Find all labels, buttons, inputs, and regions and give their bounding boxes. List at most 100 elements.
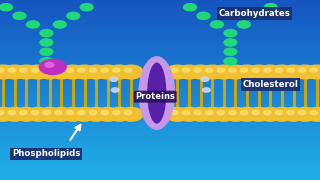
Circle shape — [177, 107, 201, 121]
Circle shape — [182, 111, 190, 115]
Circle shape — [237, 21, 250, 28]
Circle shape — [8, 111, 15, 115]
Circle shape — [110, 77, 117, 81]
Bar — [0, 97, 320, 99]
Circle shape — [224, 30, 237, 37]
Bar — [0, 108, 320, 110]
Circle shape — [67, 12, 80, 19]
Circle shape — [264, 4, 277, 11]
Circle shape — [194, 68, 201, 72]
Circle shape — [96, 107, 120, 121]
Circle shape — [310, 111, 317, 115]
Bar — [0, 158, 320, 160]
Bar — [0, 94, 320, 95]
Circle shape — [211, 21, 223, 28]
Text: Cholesterol: Cholesterol — [243, 80, 298, 89]
Circle shape — [281, 65, 306, 79]
Bar — [0, 148, 320, 149]
Circle shape — [293, 107, 317, 121]
Bar — [0, 126, 320, 128]
Bar — [0, 54, 320, 56]
Circle shape — [39, 59, 66, 75]
Circle shape — [119, 107, 143, 121]
Circle shape — [78, 111, 85, 115]
Circle shape — [212, 107, 236, 121]
Circle shape — [80, 4, 93, 11]
Bar — [0, 27, 320, 29]
Circle shape — [26, 65, 50, 79]
Bar — [0, 58, 320, 59]
Bar — [0, 121, 320, 122]
Circle shape — [113, 68, 120, 72]
Circle shape — [188, 107, 213, 121]
Circle shape — [305, 65, 320, 79]
Circle shape — [3, 65, 27, 79]
Bar — [0, 2, 320, 4]
Circle shape — [107, 107, 132, 121]
Circle shape — [224, 39, 237, 46]
Bar — [0, 49, 320, 50]
Bar — [0, 18, 320, 20]
Circle shape — [240, 68, 248, 72]
Bar — [0, 153, 320, 155]
Bar — [0, 5, 320, 7]
Bar — [0, 72, 320, 74]
Circle shape — [49, 65, 73, 79]
Circle shape — [43, 68, 50, 72]
Bar — [0, 70, 320, 72]
Circle shape — [43, 111, 50, 115]
Circle shape — [111, 88, 119, 92]
Bar — [0, 167, 320, 169]
Bar — [0, 115, 320, 117]
Circle shape — [165, 107, 189, 121]
Circle shape — [8, 68, 15, 72]
Circle shape — [0, 107, 15, 121]
Bar — [0, 117, 320, 119]
Bar — [0, 29, 320, 31]
Circle shape — [203, 88, 210, 92]
Bar — [0, 52, 320, 54]
Circle shape — [201, 77, 209, 81]
Bar — [0, 104, 320, 106]
Bar — [0, 90, 320, 92]
Bar — [0, 61, 320, 63]
Bar — [0, 155, 320, 157]
Circle shape — [13, 12, 26, 19]
Circle shape — [3, 107, 27, 121]
Bar — [0, 157, 320, 158]
Circle shape — [188, 65, 213, 79]
Circle shape — [107, 65, 132, 79]
Circle shape — [61, 107, 85, 121]
Bar — [0, 86, 320, 88]
Bar — [0, 41, 320, 43]
Bar — [0, 162, 320, 164]
Circle shape — [194, 111, 201, 115]
Bar — [0, 142, 320, 144]
Bar — [0, 166, 320, 167]
Circle shape — [240, 111, 248, 115]
Circle shape — [310, 68, 317, 72]
Bar — [0, 14, 320, 16]
Bar — [0, 43, 320, 45]
Bar — [0, 76, 320, 77]
Circle shape — [165, 65, 189, 79]
Circle shape — [171, 68, 178, 72]
Bar — [0, 149, 320, 151]
Bar — [0, 146, 320, 148]
Circle shape — [251, 12, 264, 19]
Circle shape — [37, 107, 62, 121]
Circle shape — [84, 107, 108, 121]
Bar — [0, 139, 320, 140]
Bar — [0, 36, 320, 38]
Circle shape — [229, 111, 236, 115]
Circle shape — [217, 68, 225, 72]
Circle shape — [49, 107, 73, 121]
Circle shape — [113, 111, 120, 115]
Bar — [0, 38, 320, 40]
Bar — [0, 50, 320, 52]
Bar — [0, 85, 320, 86]
Circle shape — [0, 65, 15, 79]
Circle shape — [224, 58, 237, 65]
Circle shape — [72, 107, 97, 121]
Circle shape — [305, 107, 320, 121]
